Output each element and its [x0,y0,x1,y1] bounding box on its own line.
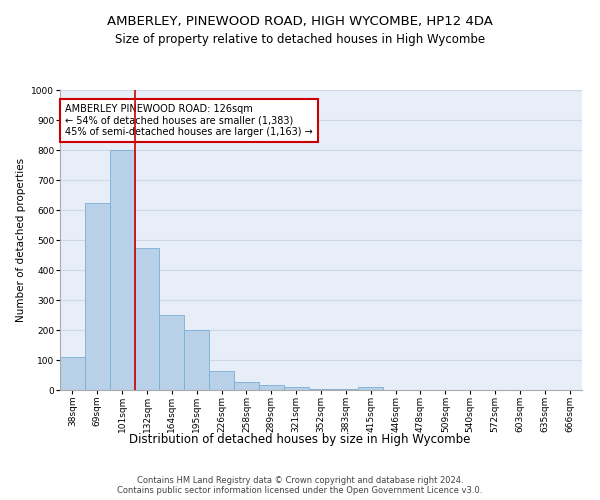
Bar [358,387,383,390]
Bar [234,382,259,390]
Bar [334,389,358,390]
Bar [134,248,160,390]
Text: AMBERLEY PINEWOOD ROAD: 126sqm
← 54% of detached houses are smaller (1,383)
45% : AMBERLEY PINEWOOD ROAD: 126sqm ← 54% of … [65,104,313,136]
Text: Size of property relative to detached houses in High Wycombe: Size of property relative to detached ho… [115,32,485,46]
Bar [160,315,184,390]
Bar [110,150,134,390]
Text: Contains HM Land Registry data © Crown copyright and database right 2024.
Contai: Contains HM Land Registry data © Crown c… [118,476,482,495]
Text: AMBERLEY, PINEWOOD ROAD, HIGH WYCOMBE, HP12 4DA: AMBERLEY, PINEWOOD ROAD, HIGH WYCOMBE, H… [107,15,493,28]
Y-axis label: Number of detached properties: Number of detached properties [16,158,26,322]
Bar [308,388,334,390]
Bar [284,387,308,390]
Bar [60,357,85,390]
Text: Distribution of detached houses by size in High Wycombe: Distribution of detached houses by size … [130,432,470,446]
Bar [184,330,209,390]
Bar [85,202,110,390]
Bar [209,372,234,390]
Bar [259,384,284,390]
